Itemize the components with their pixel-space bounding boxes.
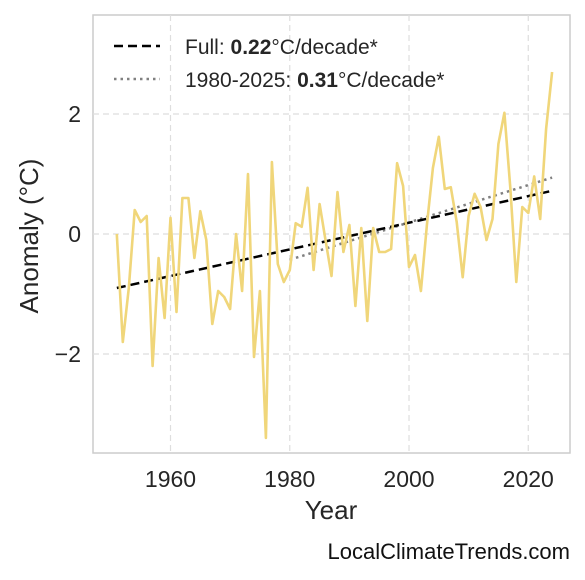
y-tick-label: −2	[55, 341, 81, 367]
legend: Full: 0.22°C/decade* 1980-2025: 0.31°C/d…	[114, 36, 444, 92]
legend-full-prefix: Full:	[185, 36, 231, 59]
y-tick-label: 2	[68, 101, 81, 127]
legend-label-recent: 1980-2025: 0.31°C/decade*	[185, 69, 444, 92]
x-tick-label: 1960	[145, 466, 196, 492]
y-tick-label: 0	[68, 221, 81, 247]
tick-labels: 1960 1980 2000 2020 −2 0 2	[55, 101, 554, 492]
site-credit: LocalClimateTrends.com	[327, 539, 571, 564]
legend-recent-prefix: 1980-2025:	[185, 69, 297, 92]
grid	[93, 15, 570, 453]
x-tick-label: 2020	[503, 466, 554, 492]
legend-full-value: 0.22	[231, 36, 272, 59]
x-axis-label: Year	[305, 495, 358, 525]
data-series	[115, 71, 554, 440]
y-axis-label: Anomaly (°C)	[14, 159, 44, 314]
legend-recent-suffix: °C/decade*	[338, 69, 444, 92]
legend-recent-value: 0.31	[297, 69, 338, 92]
legend-full-suffix: °C/decade*	[271, 36, 377, 59]
legend-label-full: Full: 0.22°C/decade*	[185, 36, 378, 59]
anomaly-series-line	[115, 71, 554, 440]
x-tick-label: 1980	[264, 466, 315, 492]
x-tick-label: 2000	[383, 466, 434, 492]
